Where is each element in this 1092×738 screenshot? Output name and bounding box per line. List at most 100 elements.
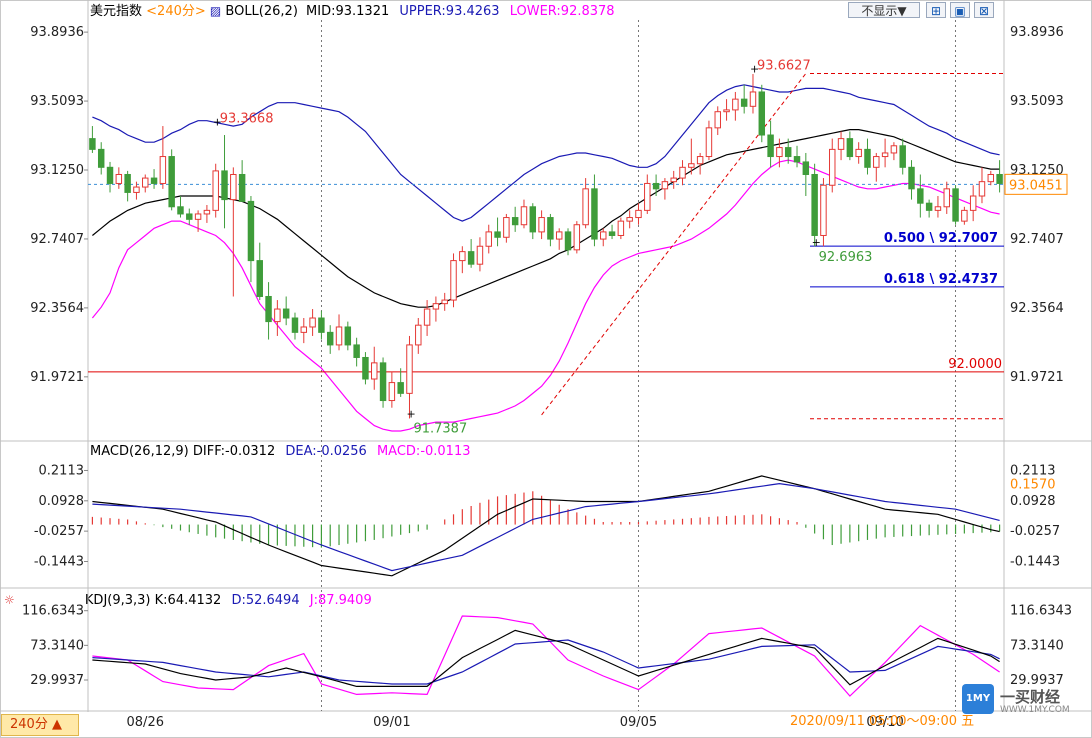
kdj-j-line <box>92 615 1000 697</box>
period-button[interactable]: 240分 ▲ <box>1 714 79 736</box>
candle-up <box>212 170 219 211</box>
candle-up <box>335 326 343 346</box>
candle-down <box>353 344 360 358</box>
kdj-ytick-right: 73.3140 <box>1010 638 1064 653</box>
macd-ytick-right: -0.0257 <box>1010 524 1060 539</box>
candle-up <box>837 138 845 150</box>
candle-down <box>97 148 105 168</box>
price-ytick-left: 92.3564 <box>30 301 84 316</box>
extreme-marker: + <box>812 236 821 249</box>
candle-down <box>397 382 404 394</box>
extreme-label: 91.7387 <box>413 422 467 437</box>
candle-up <box>776 147 783 158</box>
candle-down <box>740 98 748 107</box>
candle-up <box>688 163 695 168</box>
chart-line-icon: ▨ <box>209 4 222 18</box>
sun-icon[interactable]: ☼ <box>4 593 15 607</box>
candle-down <box>326 331 334 346</box>
candle-down <box>344 326 352 346</box>
candle-up <box>679 166 686 179</box>
display-dropdown[interactable]: 不显示▼ <box>848 2 920 18</box>
candle-up <box>388 382 396 402</box>
fib-level-label: 0.618 \ 92.4737 <box>884 272 998 287</box>
candle-up <box>582 188 589 226</box>
expand-button[interactable]: ⊞ <box>926 2 946 18</box>
candle-up <box>749 91 757 107</box>
candle-down <box>529 206 537 233</box>
price-ytick-right: 92.7407 <box>1010 232 1064 247</box>
level-label-92: 92.0000 <box>948 357 1002 372</box>
candle-up <box>714 111 721 129</box>
candle-down <box>106 166 114 184</box>
candle-down <box>864 148 871 168</box>
price-ytick-right: 91.9721 <box>1010 370 1064 385</box>
candle-down <box>767 134 774 158</box>
candle-up <box>432 303 440 310</box>
candle-down <box>168 156 175 208</box>
boll-upper-line <box>92 84 1000 222</box>
candle-down <box>784 147 792 158</box>
boll-mid: MID:93.1321 <box>306 4 390 19</box>
candle-up <box>855 148 862 158</box>
x-tick-label: 09/05 <box>620 715 657 730</box>
candle-down <box>247 200 255 262</box>
time-range: 2020/09/11 05:00～09:00 五 <box>790 714 975 729</box>
candle-up <box>626 217 633 222</box>
candle-down <box>793 156 801 163</box>
candle-up <box>115 173 123 184</box>
x-tick-label: 09/10 <box>866 715 903 730</box>
kdj-ytick-right: 116.6343 <box>1010 604 1072 619</box>
kdj-d: D:52.6494 <box>231 593 300 608</box>
candle-up <box>881 152 889 158</box>
price-ytick-left: 91.9721 <box>30 370 84 385</box>
macd-diff: DIFF:-0.0312 <box>192 444 276 459</box>
candle-up <box>159 156 167 184</box>
candle-up <box>538 217 545 233</box>
close-button[interactable]: ⊠ <box>974 2 994 18</box>
candle-down <box>846 138 854 158</box>
period-selector[interactable]: <240分> <box>146 4 206 19</box>
price-ytick-left: 93.8936 <box>30 25 84 40</box>
candle-up <box>230 173 237 201</box>
candle-up <box>450 260 457 301</box>
candle-down <box>917 188 924 204</box>
boll-label: BOLL(26,2) <box>225 4 298 19</box>
candle-down <box>221 170 228 201</box>
boll-lower: LOWER:92.8378 <box>509 4 615 19</box>
candle-down <box>177 206 184 215</box>
macd-ytick-right: -0.1443 <box>1010 555 1060 570</box>
extreme-label: 93.3668 <box>220 112 274 127</box>
candle-up <box>423 308 431 326</box>
macd-cursor-value: 0.1570 <box>1010 477 1056 492</box>
kdj-header: ☼ KDJ(9,3,3) K:64.4132 D:52.6494 J:87.94… <box>4 591 372 609</box>
kdj-ytick-left: 73.3140 <box>30 638 84 653</box>
macd-dea-line <box>92 482 1000 572</box>
candle-down <box>467 251 475 265</box>
fib-level-label: 0.500 \ 92.7007 <box>884 231 998 246</box>
kdj-d-line <box>92 639 1000 685</box>
candle-down <box>282 308 290 319</box>
macd-value: MACD:-0.0113 <box>376 444 471 459</box>
restore-button[interactable]: ▣ <box>950 2 970 18</box>
macd-header: MACD(26,12,9) DIFF:-0.0312 DEA:-0.0256 M… <box>90 443 471 461</box>
price-ytick-left: 92.7407 <box>30 232 84 247</box>
candle-down <box>996 173 1003 184</box>
candle-down <box>908 166 915 190</box>
candle-up <box>943 188 950 208</box>
candle-down <box>291 317 299 333</box>
candle-up <box>820 184 827 236</box>
fib-diagonal-line <box>541 73 807 416</box>
candle-down <box>265 295 272 323</box>
price-ytick-right: 92.3564 <box>1010 301 1064 316</box>
candle-up <box>873 156 880 168</box>
macd-ytick-right: 0.2113 <box>1010 463 1056 478</box>
candle-up <box>142 177 149 188</box>
candle-up <box>133 186 140 193</box>
candle-up <box>520 206 528 226</box>
kdj-k-line <box>92 629 1000 688</box>
candle-up <box>961 209 968 222</box>
kdj-ytick-left: 116.6343 <box>22 604 84 619</box>
candle-down <box>952 188 959 222</box>
